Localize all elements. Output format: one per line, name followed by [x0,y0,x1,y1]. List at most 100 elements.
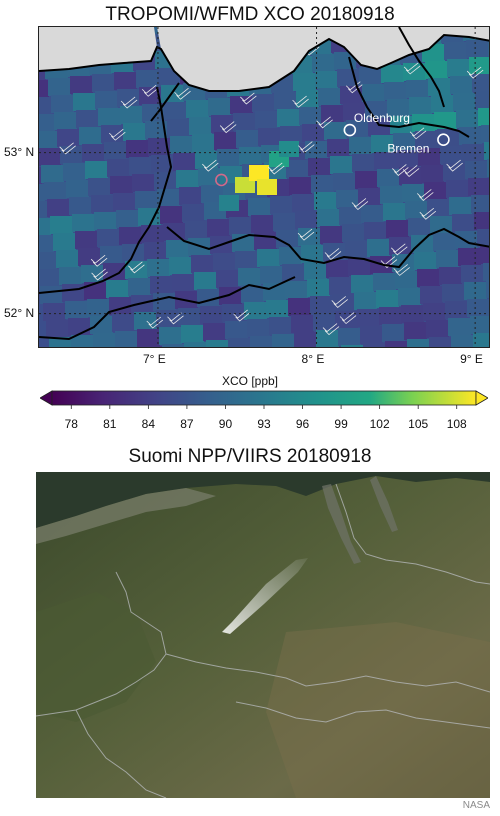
quality-flag-mark [233,309,250,322]
xco-pixel [39,201,48,219]
xco-pixel [447,59,470,77]
xco-pixel [39,184,45,202]
xco-pixel [489,297,490,315]
colorbar-body [51,390,477,406]
xco-pixel [317,209,340,227]
xco-pixel-high [279,141,299,157]
xco-pixel [326,260,349,278]
xco-pixel [59,267,82,285]
xco-pixel [459,127,482,145]
smoke-plume [222,558,308,634]
xco-pixel [255,111,278,129]
xco-pixel [352,154,375,172]
map-title: TROPOMI/WFMD XCO 20180918 [105,4,395,25]
xco-pixel [160,206,183,224]
xco-pixel [57,129,80,147]
quality-flag-mark [109,128,126,141]
xco-pixel [84,282,107,300]
xco-pixel [239,147,262,165]
xco-pixel [339,207,362,225]
xco-pixel [384,82,407,100]
xco-pixel [263,283,286,301]
xco-pixel [408,218,431,236]
quality-flag-mark [392,164,409,176]
xco-pixel [162,344,185,347]
xco-pixel [461,265,484,283]
colorbar-arrow-high [475,390,489,406]
xco-pixel [314,192,337,210]
xco-pixel [167,119,190,137]
xco-pixel [319,347,342,348]
xco-pixel [355,171,378,189]
coast-grey-area [39,27,157,71]
admin-border-5 [335,483,490,585]
xco-pixel [250,336,273,347]
xco-pixel [274,92,297,110]
xco-pixel [349,137,372,155]
xco-pixel [185,221,208,239]
xco-pixel [107,159,130,177]
xco-pixel [338,328,361,346]
xco-pixel [101,125,124,143]
xco-pixel [41,165,64,183]
xco-pixel [54,112,77,130]
xco-pixel [159,327,182,345]
lat-label-53: 53° N [4,144,35,159]
xco-pixel [150,276,173,294]
xco-pixel [153,293,176,311]
xco-pixel [93,333,116,347]
xco-pixel [393,133,416,151]
xco-pixel [381,65,404,83]
xco-pixel [62,284,85,302]
xco-pixel [481,125,489,143]
estuary-ems [150,82,180,122]
xco-pixel [181,325,204,343]
xco-pixel [466,40,489,58]
xco-pixel [98,108,121,126]
xco-pixel [39,131,58,149]
xco-pixel [382,324,405,342]
xco-pixel [120,106,143,124]
xco-pixel [368,118,391,136]
xco-pixel [270,196,293,214]
xco-pixel [230,96,253,114]
xco-pixel [134,312,157,330]
xco-pixel [443,163,466,181]
xco-pixel [286,160,309,178]
xco-pixel [475,91,489,109]
xco-pixel [483,263,489,281]
xco-pixel [208,98,231,116]
xco-pixel [47,199,70,217]
xco-pixel [39,63,46,81]
xco-pixel [374,152,397,170]
xco-pixel [229,217,252,235]
xco-pixel [189,117,212,135]
xco-pixel [113,193,136,211]
quality-flag-mark [390,243,408,256]
state-border-south [166,226,489,269]
quality-flag-mark [146,316,164,329]
xco-pixel [119,227,142,245]
xco-pixel [257,249,280,267]
xco-pixel [361,205,384,223]
xco-pixel [114,72,137,90]
quality-flag-mark [402,165,420,177]
xco-pixel [311,175,334,193]
xco-pixel [39,80,49,98]
xco-pixel [401,305,424,323]
xco-pixel [39,252,57,270]
xco-pixel [126,140,149,158]
xco-pixel [292,194,315,212]
xco-pixel [403,63,426,81]
xco-pixel [213,253,236,271]
xco-pixel [282,264,305,282]
city-marker [437,133,450,146]
xco-pixel [462,144,485,162]
xco-pixel [46,320,69,338]
xco-pixel [357,309,380,327]
colorbar-tick-label: 93 [257,417,271,431]
xco-pixel [473,333,489,347]
xco-pixel [73,93,96,111]
colorbar-tick-label: 84 [141,417,156,431]
lon-label-9: 9° E [460,352,483,366]
